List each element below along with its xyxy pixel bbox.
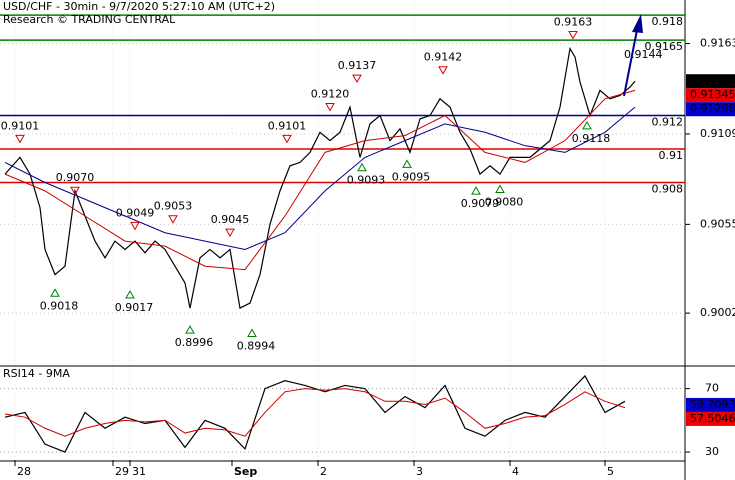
x-tick-label: 5: [607, 465, 614, 478]
annotation: 0.9144: [624, 48, 663, 61]
resistance-marker: [168, 215, 178, 224]
price-box-label: 0.91405: [690, 74, 735, 87]
resistance-label: 0.9053: [154, 200, 193, 213]
x-tick-label: 29: [115, 465, 129, 478]
support-label: 0.9018: [40, 299, 79, 312]
resistance-label: 0.9045: [211, 213, 250, 226]
support-label: 0.9093: [347, 174, 386, 187]
price-box-label: 0.91268: [690, 102, 735, 115]
price-box: [686, 411, 735, 426]
resistance-marker: [352, 74, 362, 84]
resistance-marker: [282, 134, 292, 144]
x-tick-label: 31: [132, 465, 146, 478]
arrow-shaft: [623, 29, 638, 97]
x-tick-label: Sep: [234, 465, 257, 478]
resistance-marker: [568, 31, 578, 40]
rsi-tick-label: 70: [705, 382, 719, 395]
support-label: 0.9017: [115, 301, 154, 314]
resistance-marker: [15, 134, 25, 144]
support-label: 0.8994: [237, 339, 276, 352]
price-box: [686, 74, 735, 89]
support-marker: [495, 184, 505, 193]
y-tick-label: 0.9002: [700, 306, 735, 319]
support-marker: [471, 186, 481, 195]
support-label: 0.9080: [485, 196, 524, 209]
resistance-label: 0.9101: [268, 119, 307, 132]
price-box-label: 59.7093: [690, 398, 735, 411]
price-line: [4, 388, 626, 437]
y-tick-label: 0.9109: [700, 127, 735, 140]
price-box-label: 0.91345: [690, 88, 735, 101]
level-label: 0.912: [652, 116, 684, 129]
price-line: [4, 89, 636, 271]
support-label: 0.9118: [572, 132, 611, 145]
y-tick-label: 0.9055: [700, 217, 735, 230]
level-label: 0.91: [659, 149, 684, 162]
support-label: 0.9095: [392, 170, 431, 183]
price-box-label: 57.5046: [690, 412, 735, 425]
rsi-title: RSI14 - 9MA: [3, 367, 70, 380]
level-label: 0.9165: [645, 40, 684, 53]
resistance-label: 0.9101: [1, 119, 40, 132]
price-line: [4, 374, 626, 453]
rsi-tick-label: 30: [705, 445, 719, 458]
resistance-marker: [225, 228, 235, 238]
support-marker: [185, 325, 195, 334]
price-line: [4, 46, 636, 309]
support-marker: [357, 162, 367, 172]
resistance-marker: [325, 103, 335, 112]
chart-title: USD/CHF - 30min - 9/7/2020 5:27:10 AM (U…: [3, 0, 275, 13]
resistance-label: 0.9070: [56, 171, 95, 184]
x-tick-label: 2: [320, 465, 327, 478]
resistance-marker: [438, 66, 448, 75]
resistance-label: 0.9142: [424, 51, 463, 64]
price-box: [686, 88, 735, 103]
arrow-head: [632, 14, 643, 33]
resistance-label: 0.9137: [338, 59, 377, 72]
level-label: 0.908: [652, 183, 684, 196]
support-marker: [247, 328, 257, 337]
price-box: [686, 102, 735, 117]
level-label: 0.918: [652, 15, 684, 28]
chart-subtitle: Research © TRADING CENTRAL: [3, 13, 176, 26]
y-tick-label: 0.9163: [700, 37, 735, 50]
support-marker: [402, 159, 412, 168]
support-label: 0.8996: [175, 336, 214, 349]
support-label: 0.9079: [461, 197, 500, 210]
price-box: [686, 397, 735, 412]
support-marker: [50, 288, 60, 297]
support-marker: [582, 120, 592, 130]
resistance-label: 0.9120: [311, 88, 350, 101]
resistance-marker: [70, 186, 80, 196]
x-tick-label: 4: [512, 465, 519, 478]
resistance-label: 0.9049: [116, 206, 155, 219]
resistance-label: 0.9163: [554, 16, 593, 29]
support-marker: [125, 289, 135, 299]
price-line: [4, 106, 636, 250]
x-tick-label: 3: [416, 465, 423, 478]
resistance-marker: [130, 221, 140, 231]
x-tick-label: 28: [17, 465, 31, 478]
